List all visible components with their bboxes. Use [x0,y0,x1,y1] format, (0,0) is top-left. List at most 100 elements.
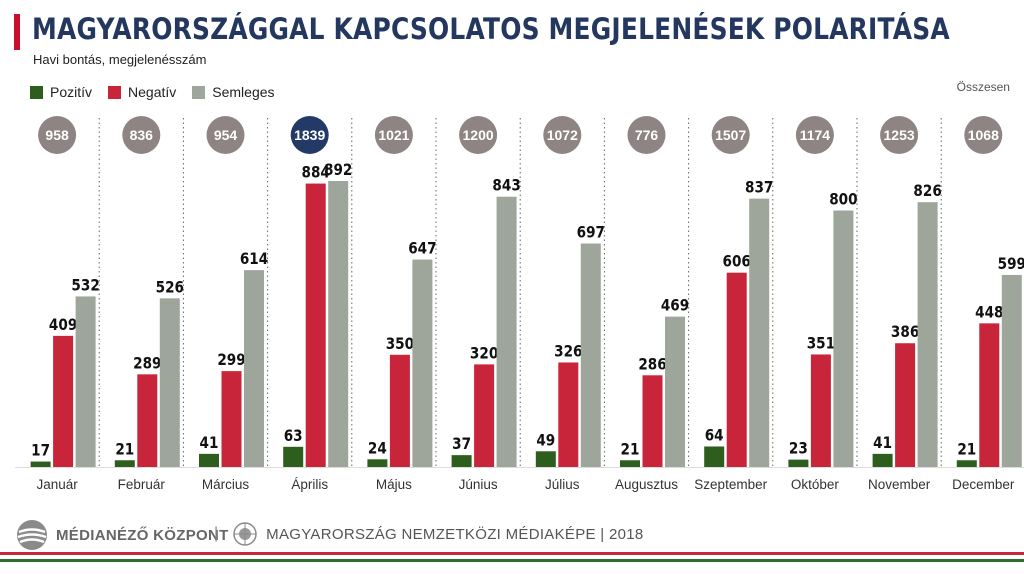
data-label-negative: 326 [554,342,582,360]
legend-label-positive: Pozitív [50,84,93,100]
footer-separator: | [214,525,219,542]
legend-label-neutral: Semleges [212,84,275,100]
bar-positive [956,460,977,467]
x-tick-label: Június [459,477,498,492]
total-circle [38,116,77,154]
bar-neutral [328,181,349,467]
legend-label-negative: Negatív [128,84,177,100]
bar-negative [389,354,410,467]
bar-positive [114,460,135,467]
data-label-neutral: 614 [240,250,268,268]
x-tick-label: Július [545,477,580,492]
footer-brand: MÉDIANÉZŐ KÖZPONT [16,519,229,551]
data-label-negative: 386 [891,323,919,341]
bar-negative [221,371,242,467]
bar-negative [558,362,579,467]
total-circle [627,116,666,154]
x-tick-label: December [952,477,1015,492]
data-label-neutral: 647 [408,240,436,258]
data-label-positive: 64 [705,426,724,444]
bar-negative [642,375,663,467]
data-label-negative: 350 [386,335,414,353]
legend-item-positive: Pozitív [30,84,92,100]
bar-negative [53,335,74,467]
total-circle [206,116,245,154]
total-value-label: 958 [45,127,69,143]
bar-positive [451,455,472,467]
legend-swatch-positive [30,85,43,99]
bar-positive [704,446,725,467]
data-label-positive: 21 [957,440,976,458]
bar-neutral [1001,274,1022,467]
chart-title: MAGYARORSZÁGGAL KAPCSOLATOS MEGJELENÉSEK… [32,12,950,46]
data-label-negative: 289 [133,354,161,372]
bar-negative [137,374,158,467]
total-value-label: 1174 [800,127,831,143]
bar-negative [810,354,831,467]
bar-positive [283,446,304,467]
data-label-neutral: 532 [71,276,99,294]
data-label-positive: 49 [536,431,555,449]
data-label-negative: 320 [470,344,498,362]
data-label-positive: 41 [200,434,219,452]
bar-positive [367,459,388,467]
total-value-label: 1068 [968,127,999,143]
bar-neutral [159,298,180,467]
data-label-neutral: 892 [324,161,352,179]
data-label-neutral: 837 [745,179,773,197]
data-label-neutral: 800 [829,190,857,208]
total-value-label: 776 [635,127,659,143]
total-circle [459,116,498,154]
total-value-label: 954 [214,127,238,143]
x-tick-label: Január [36,477,78,492]
bar-positive [535,451,556,467]
chart-subtitle: Havi bontás, megjelenésszám [33,52,207,67]
flag-stripe-green [0,559,1024,562]
x-tick-label: Október [791,477,840,492]
data-label-negative: 606 [723,253,751,271]
bar-neutral [496,196,517,468]
data-label-positive: 37 [452,435,471,453]
data-label-positive: 21 [621,440,640,458]
bar-neutral [75,296,96,467]
x-tick-label: Augusztus [615,477,678,492]
bar-negative [895,343,916,467]
medianezo-logo-icon [17,520,47,550]
x-tick-label: November [868,477,931,492]
legend-swatch-neutral [192,85,206,99]
x-tick-label: Március [202,477,250,492]
total-value-label: 1072 [547,127,578,143]
data-label-neutral: 599 [998,255,1024,273]
bar-negative [979,323,1000,467]
data-label-neutral: 469 [661,297,689,315]
x-tick-label: Május [376,477,412,492]
total-circle [964,116,1003,154]
total-value-label: 836 [130,127,154,143]
bar-positive [199,453,219,467]
flag-stripe-white [0,556,1024,559]
legend-swatch-negative [108,85,122,99]
total-value-label: 1507 [715,127,746,143]
total-value-label: 1021 [378,127,409,143]
bar-neutral [580,243,601,467]
data-label-negative: 409 [49,316,77,334]
data-label-negative: 884 [302,164,330,182]
total-value-label: 1253 [884,127,915,143]
bar-neutral [665,316,685,467]
legend-item-negative: Negatív [108,84,176,100]
data-label-positive: 41 [873,434,892,452]
bar-negative [726,272,747,467]
data-label-negative: 286 [638,355,666,373]
total-circle [290,116,329,154]
data-label-neutral: 843 [492,177,520,195]
bar-positive [788,459,809,467]
footer-project-name: MAGYARORSZÁG NEMZETKÖZI MÉDIAKÉPE | 2018 [266,525,644,543]
bar-neutral [749,198,770,467]
globe-seal-icon [233,522,257,546]
title-accent-bar [14,14,20,50]
bar-negative [474,364,495,467]
footer-project: | MAGYARORSZÁG NEMZETKÖZI MÉDIAKÉPE | 20… [208,521,644,547]
data-label-negative: 448 [975,303,1003,321]
legend: Pozitív Negatív Semleges [30,84,275,100]
total-circle [711,116,750,154]
